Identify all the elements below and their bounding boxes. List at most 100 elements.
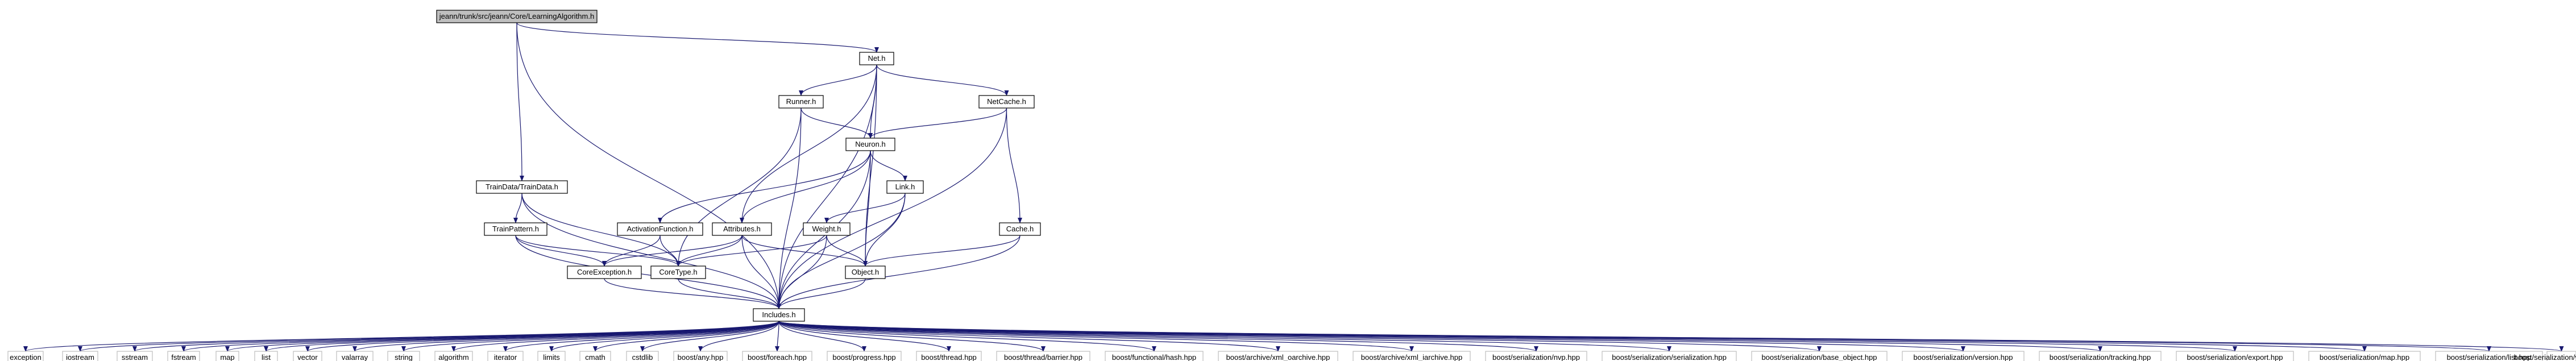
edge-includes-to-l_barrier [778, 321, 1046, 352]
edge-neuron-to-attributes [740, 150, 871, 223]
node-box [254, 351, 278, 361]
node-weight[interactable]: Weight.h [803, 222, 851, 236]
node-label: list [262, 353, 271, 361]
node-trainpattern[interactable]: TrainPattern.h [484, 222, 547, 236]
node-box [859, 52, 894, 65]
node-label: jeann/trunk/src/jeann/Core/LearningAlgor… [439, 12, 594, 20]
node-coreexc[interactable]: CoreException.h [567, 265, 642, 279]
node-l_string: string [387, 351, 420, 361]
node-box [117, 351, 153, 361]
node-box [845, 138, 895, 151]
edge-includes-to-l_version [778, 321, 1965, 352]
node-l_iterator: iterator [487, 351, 524, 361]
node-label: limits [543, 353, 560, 361]
node-label: string [395, 353, 413, 361]
node-label: Runner.h [786, 97, 816, 106]
edge-neuron-to-link [870, 150, 907, 181]
nodes-layer: jeann/trunk/src/jeann/Core/LearningAlgor… [7, 10, 2576, 361]
edge-runner-to-neuron [800, 107, 873, 139]
node-label: boost/serialization/vector.hpp [2514, 353, 2576, 361]
node-l_limits: limits [537, 351, 566, 361]
node-label: algorithm [438, 353, 468, 361]
node-link[interactable]: Link.h [886, 180, 924, 194]
node-l_cmath: cmath [579, 351, 611, 361]
node-box [617, 222, 703, 236]
edge-includes-to-l_string [401, 321, 779, 352]
node-actfn[interactable]: ActivationFunction.h [617, 222, 703, 236]
edge-includes-to-l_tracking [778, 321, 2102, 352]
node-l_cstdlib: cstdlib [626, 351, 659, 361]
node-box [778, 95, 824, 109]
edge-cache-to-object [863, 235, 1021, 267]
node-box [476, 180, 568, 194]
node-label: sstream [122, 353, 148, 361]
node-root[interactable]: jeann/trunk/src/jeann/Core/LearningAlgor… [436, 10, 598, 23]
node-label: boost/serialization/tracking.hpp [2050, 353, 2151, 361]
edge-runner-to-coretype [676, 107, 802, 267]
node-label: cmath [585, 353, 605, 361]
node-label: CoreType.h [659, 268, 697, 276]
edge-includes-to-l_hash [778, 321, 1156, 352]
node-label: boost/thread/barrier.hpp [1004, 353, 1082, 361]
node-label: boost/serialization/serialization.hpp [1612, 353, 1727, 361]
edge-traindata-to-includes [521, 193, 781, 309]
edge-trainpattern-to-coreexc [515, 235, 607, 267]
node-traindata[interactable]: TrainData/TrainData.h [476, 180, 568, 194]
node-l_export: boost/serialization/export.hpp [2176, 351, 2294, 361]
node-box [742, 351, 812, 361]
edge-coreexc-to-includes [604, 278, 781, 309]
edge-includes-to-l_thread [778, 321, 951, 352]
node-label: CoreException.h [577, 268, 632, 276]
node-net[interactable]: Net.h [859, 52, 894, 65]
node-label: boost/archive/xml_oarchive.hpp [1226, 353, 1330, 361]
edge-neuron-to-object [863, 150, 871, 267]
edge-netcache-to-includes [777, 107, 1007, 309]
node-coretype[interactable]: CoreType.h [650, 265, 706, 279]
edge-includes-to-l_xml_iarchive [778, 321, 1414, 352]
edge-net-to-netcache [876, 64, 1009, 96]
node-runner[interactable]: Runner.h [778, 95, 824, 109]
node-neuron[interactable]: Neuron.h [845, 138, 895, 151]
node-label: map [220, 353, 234, 361]
edge-includes-to-l_iterator [503, 321, 779, 352]
edge-includes-to-l_algorithm [451, 321, 779, 352]
node-box [2176, 351, 2294, 361]
node-box [1751, 351, 1888, 361]
node-label: Net.h [868, 54, 885, 63]
node-box [2039, 351, 2162, 361]
edge-link-to-object [863, 193, 906, 267]
node-includes[interactable]: Includes.h [753, 308, 805, 322]
node-label: TrainData/TrainData.h [486, 182, 558, 191]
node-label: boost/serialization/version.hpp [1914, 353, 2013, 361]
node-object[interactable]: Object.h [845, 265, 886, 279]
edge-includes-to-l_cmath [593, 321, 779, 352]
node-cache[interactable]: Cache.h [999, 222, 1041, 236]
edge-weight-to-coretype [676, 235, 827, 267]
node-l_thread: boost/thread.hpp [916, 351, 982, 361]
edge-actfn-to-coretype [659, 235, 681, 267]
node-netcache[interactable]: NetCache.h [978, 95, 1035, 109]
node-l_xml_iarchive: boost/archive/xml_iarchive.hpp [1353, 351, 1471, 361]
edge-attributes-to-object [741, 235, 868, 267]
edge-weight-to-includes [777, 235, 827, 309]
edge-includes-to-l_any [698, 321, 779, 352]
edge-includes-to-l_xml_oarchive [778, 321, 1280, 352]
node-box [626, 351, 659, 361]
node-box [434, 351, 473, 361]
node-attributes[interactable]: Attributes.h [712, 222, 772, 236]
node-label: boost/serialization/export.hpp [2187, 353, 2283, 361]
edge-neuron-to-actfn [658, 150, 871, 223]
node-box [215, 351, 239, 361]
node-label: boost/thread.hpp [921, 353, 977, 361]
node-l_map: map [215, 351, 239, 361]
node-label: Cache.h [1006, 225, 1034, 233]
node-label: boost/serialization/list.hpp [2447, 353, 2532, 361]
node-label: iterator [494, 353, 517, 361]
edge-includes-to-l_cstdlib [640, 321, 779, 352]
node-box [827, 351, 902, 361]
node-l_algorithm: algorithm [434, 351, 473, 361]
node-label: Link.h [895, 182, 915, 191]
node-box [1105, 351, 1204, 361]
node-label: Attributes.h [723, 225, 761, 233]
edge-includes-to-l_svector [778, 321, 2563, 352]
